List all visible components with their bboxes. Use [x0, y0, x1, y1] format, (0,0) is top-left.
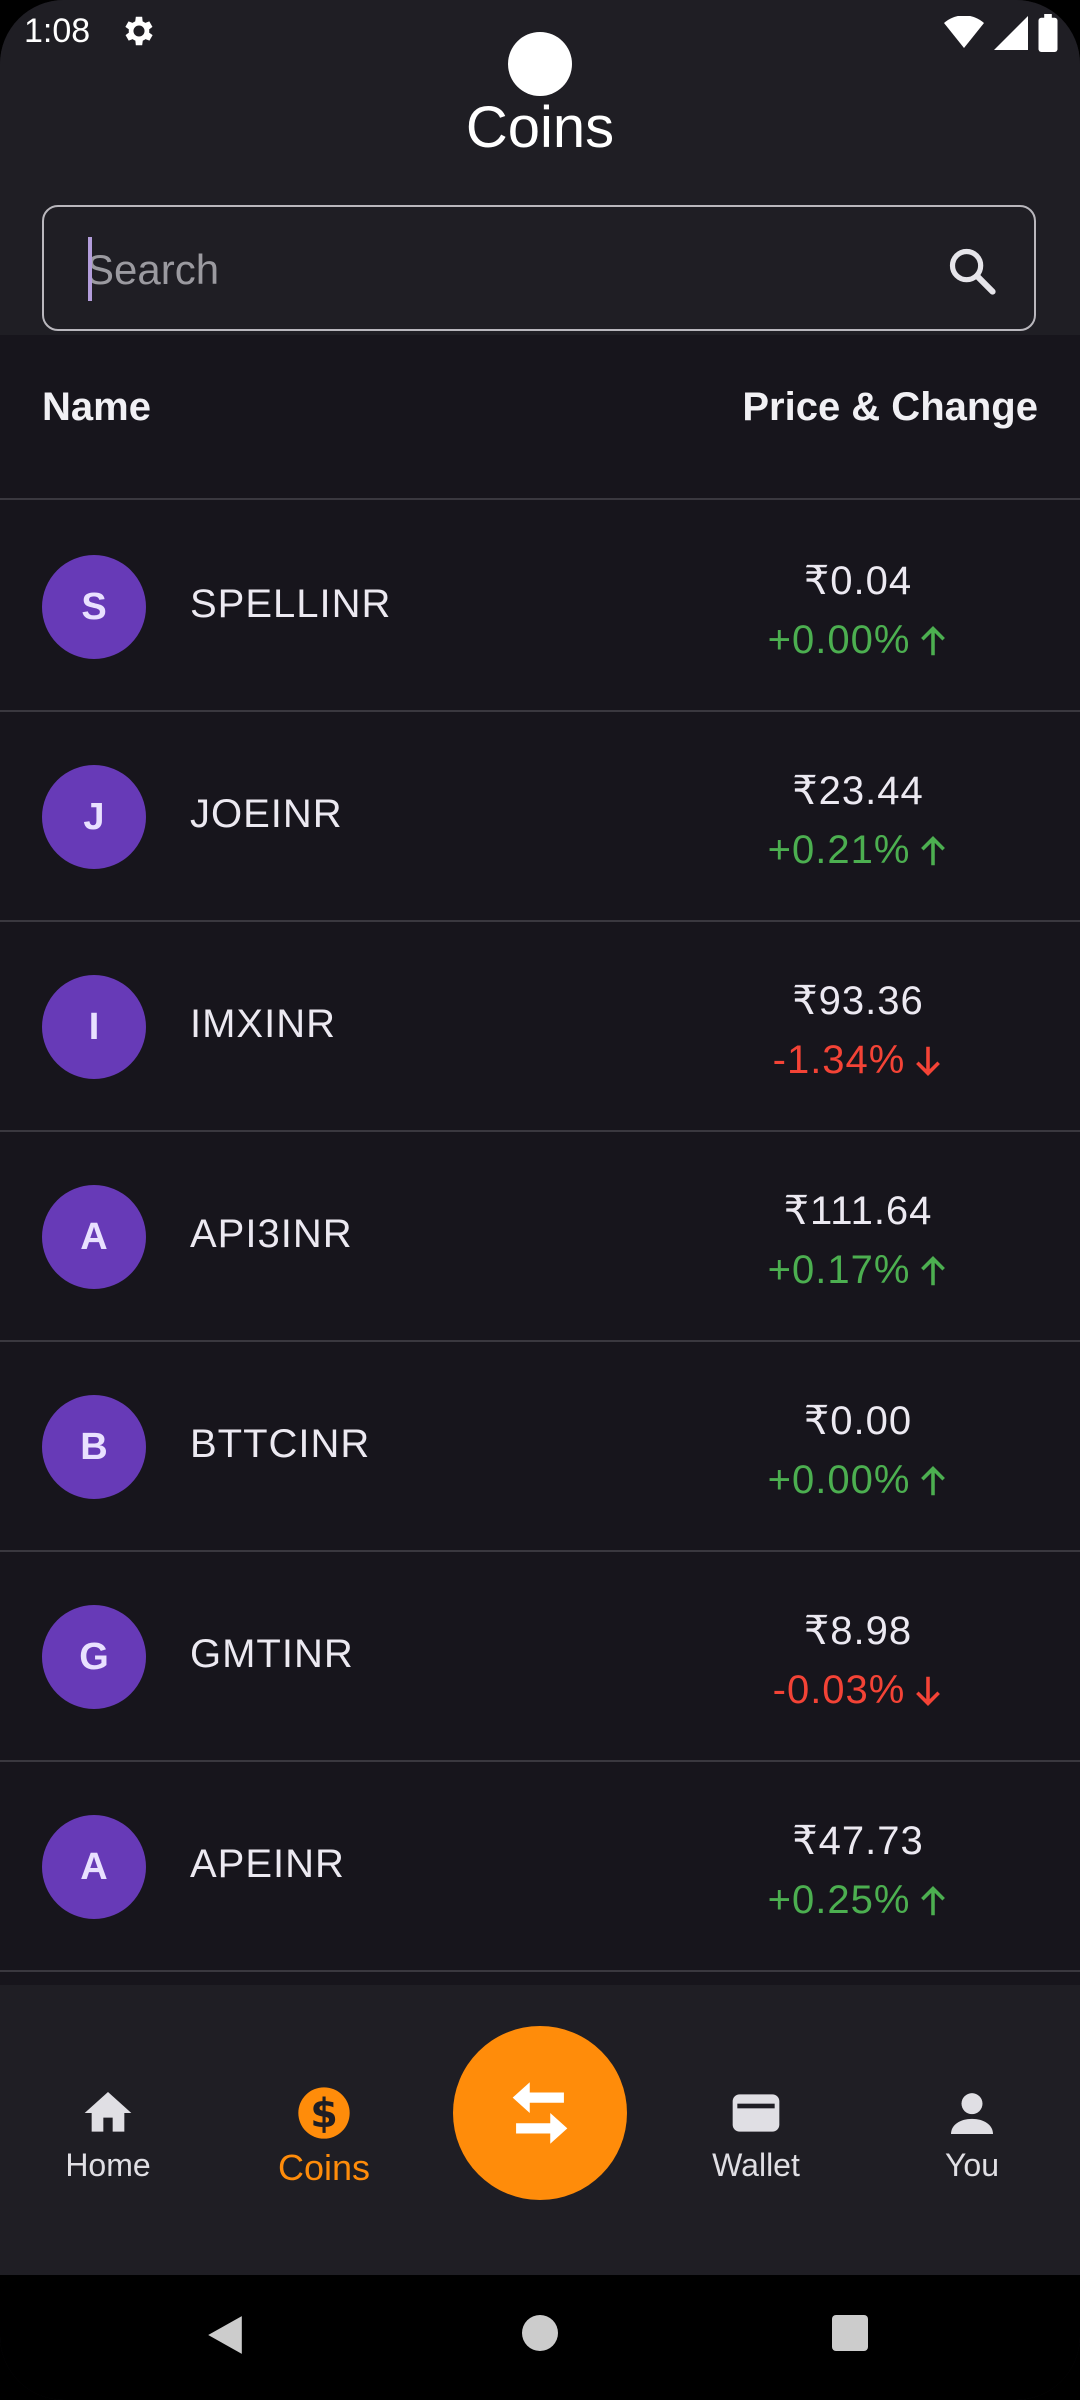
- camera-cutout: [508, 32, 572, 96]
- bottom-navigation: Home $ Coins Wallet: [0, 1985, 1080, 2275]
- swap-arrows-icon: [512, 2082, 568, 2144]
- coin-symbol: APEINR: [190, 1842, 345, 1886]
- coin-avatar: A: [42, 1815, 146, 1919]
- coin-change: -0.03%: [773, 1668, 944, 1713]
- arrow-up-icon: [921, 835, 946, 865]
- coin-symbol: SPELLINR: [190, 582, 392, 626]
- coin-symbol: BTTCINR: [190, 1422, 371, 1466]
- status-icons: [944, 14, 1058, 52]
- coin-change: -1.34%: [773, 1038, 944, 1083]
- nav-wallet[interactable]: Wallet: [676, 2085, 836, 2184]
- coin-price: ₹47.73: [792, 1819, 924, 1863]
- coin-price: ₹8.98: [803, 1609, 913, 1653]
- coin-avatar: A: [42, 1185, 146, 1289]
- coin-change: +0.17%: [768, 1248, 949, 1293]
- price-change-block: ₹93.36 -1.34%: [708, 978, 1008, 1083]
- coin-avatar: I: [42, 975, 146, 1079]
- coin-symbol: GMTINR: [190, 1632, 354, 1676]
- search-icon[interactable]: [946, 245, 998, 297]
- signal-icon: [994, 16, 1028, 50]
- battery-icon: [1038, 14, 1058, 52]
- back-icon[interactable]: [204, 2313, 246, 2357]
- home-icon: [84, 2092, 132, 2132]
- coin-symbol: IMXINR: [190, 1002, 336, 1046]
- coin-change-percent: +0.21%: [767, 828, 911, 872]
- table-header: Name Price & Change: [0, 335, 1080, 500]
- price-change-block: ₹23.44 +0.21%: [708, 768, 1008, 873]
- person-icon: [951, 2093, 993, 2134]
- svg-text:$: $: [310, 2091, 338, 2137]
- settings-gear-icon: [125, 16, 153, 46]
- coin-row[interactable]: I IMXINR ₹93.36 -1.34%: [0, 922, 1080, 1132]
- coin-avatar: B: [42, 1395, 146, 1499]
- nav-you[interactable]: You: [892, 2085, 1052, 2184]
- coin-price: ₹0.04: [803, 559, 913, 603]
- wifi-icon: [944, 16, 984, 48]
- nav-coins-label: Coins: [277, 2147, 371, 2188]
- coin-row[interactable]: G GMTINR ₹8.98 -0.03%: [0, 1552, 1080, 1762]
- column-header-name[interactable]: Name: [42, 385, 151, 429]
- home-circle-icon[interactable]: [520, 2313, 560, 2353]
- arrow-up-icon: [921, 1465, 946, 1495]
- coin-price: ₹0.00: [803, 1399, 913, 1443]
- price-change-block: ₹47.73 +0.25%: [708, 1818, 1008, 1923]
- coin-price: ₹111.64: [783, 1189, 933, 1233]
- column-header-price-change[interactable]: Price & Change: [742, 385, 1038, 429]
- status-bar: 1:08: [0, 0, 1080, 96]
- system-navigation-bar: [0, 2275, 1080, 2400]
- coin-row[interactable]: A APEINR ₹47.73 +0.25%: [0, 1762, 1080, 1972]
- coin-change: +0.21%: [768, 828, 949, 873]
- swap-fab-button[interactable]: [453, 2026, 627, 2200]
- coin-avatar: G: [42, 1605, 146, 1709]
- arrow-up-icon: [921, 1885, 946, 1915]
- coin-change: +0.00%: [768, 618, 949, 663]
- nav-coins[interactable]: $ Coins: [244, 2085, 404, 2189]
- top-app-bar: 1:08 Coins: [0, 0, 1080, 335]
- page-title: Coins: [465, 95, 615, 160]
- dollar-coin-icon: $: [298, 2087, 350, 2139]
- coin-avatar: S: [42, 555, 146, 659]
- coin-price: ₹93.36: [792, 979, 924, 1023]
- search-input[interactable]: [84, 233, 918, 307]
- search-box[interactable]: [42, 205, 1036, 331]
- recents-square-icon[interactable]: [830, 2313, 870, 2353]
- coin-change: +0.00%: [768, 1458, 949, 1503]
- price-change-block: ₹0.04 +0.00%: [708, 558, 1008, 663]
- price-change-block: ₹8.98 -0.03%: [708, 1608, 1008, 1713]
- text-cursor: [88, 237, 92, 301]
- coin-avatar: J: [42, 765, 146, 869]
- arrow-up-icon: [921, 1255, 946, 1285]
- coin-symbol: API3INR: [190, 1212, 353, 1256]
- coin-change-percent: +0.17%: [767, 1248, 911, 1292]
- nav-wallet-label: Wallet: [712, 2147, 800, 2183]
- coin-change-percent: +0.00%: [767, 618, 911, 662]
- coin-change-percent: +0.25%: [767, 1878, 911, 1922]
- wallet-icon: [732, 2094, 780, 2132]
- coin-price: ₹23.44: [792, 769, 924, 813]
- price-change-block: ₹0.00 +0.00%: [708, 1398, 1008, 1503]
- coin-change-percent: -1.34%: [772, 1038, 906, 1082]
- coin-list: S SPELLINR ₹0.04 +0.00% J JOEINR ₹23.44 +0.21% I…: [0, 502, 1080, 1972]
- arrow-down-icon: [916, 1676, 941, 1706]
- coin-change-percent: -0.03%: [772, 1668, 906, 1712]
- price-change-block: ₹111.64 +0.17%: [708, 1188, 1008, 1293]
- nav-home[interactable]: Home: [28, 2085, 188, 2184]
- arrow-up-icon: [921, 625, 946, 655]
- coin-change: +0.25%: [768, 1878, 949, 1923]
- coin-row[interactable]: B BTTCINR ₹0.00 +0.00%: [0, 1342, 1080, 1552]
- coin-row[interactable]: J JOEINR ₹23.44 +0.21%: [0, 712, 1080, 922]
- arrow-down-icon: [916, 1046, 941, 1076]
- nav-home-label: Home: [65, 2147, 151, 2183]
- coin-row[interactable]: S SPELLINR ₹0.04 +0.00%: [0, 502, 1080, 712]
- coin-row[interactable]: A API3INR ₹111.64 +0.17%: [0, 1132, 1080, 1342]
- coin-change-percent: +0.00%: [767, 1458, 911, 1502]
- status-time: 1:08: [24, 12, 91, 50]
- coin-symbol: JOEINR: [190, 792, 343, 836]
- nav-you-label: You: [945, 2147, 999, 2183]
